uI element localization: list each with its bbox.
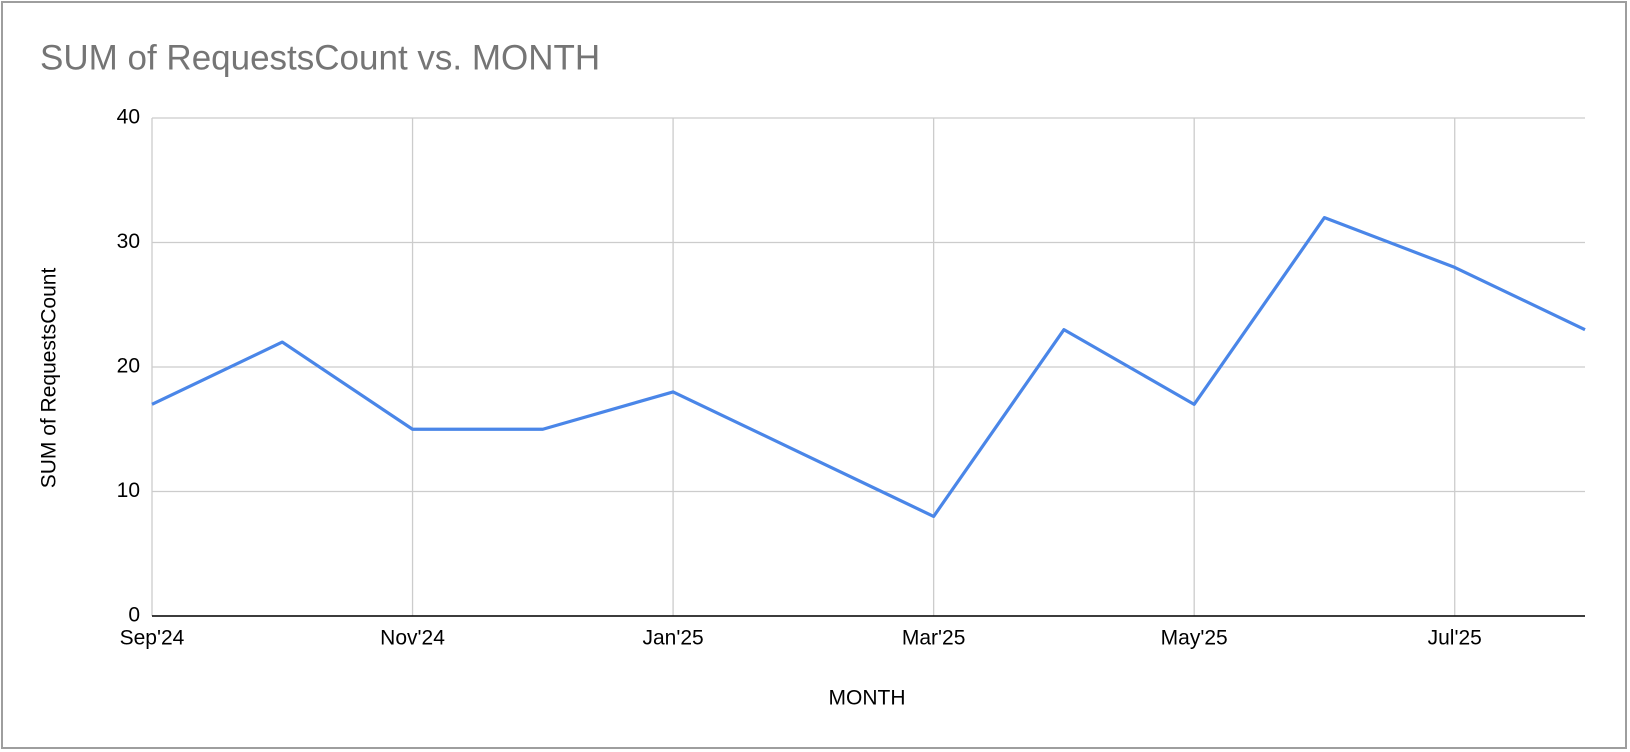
chart-title: SUM of RequestsCount vs. MONTH [40, 38, 600, 77]
y-tick-label: 10 [117, 479, 140, 502]
y-tick-label: 40 [117, 106, 140, 129]
x-tick-label: Mar'25 [902, 627, 966, 650]
x-axis-label: MONTH [829, 687, 906, 710]
y-tick-label: 20 [117, 355, 140, 378]
y-axis-label: SUM of RequestsCount [38, 268, 61, 489]
y-tick-label: 0 [128, 604, 140, 627]
y-tick-label: 30 [117, 230, 140, 253]
x-tick-label: Jul'25 [1428, 627, 1482, 650]
data-line [151, 216, 1586, 518]
x-tick-label: May'25 [1161, 627, 1228, 650]
x-tick-label: Sep'24 [120, 627, 185, 650]
x-tick-label: Nov'24 [380, 627, 445, 650]
x-tick-label: Jan'25 [642, 627, 703, 650]
